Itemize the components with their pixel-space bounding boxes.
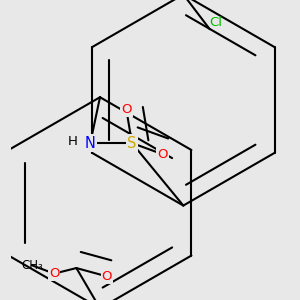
Text: O: O bbox=[121, 103, 132, 116]
Text: N: N bbox=[85, 136, 96, 151]
Text: O: O bbox=[49, 267, 59, 280]
Text: CH₃: CH₃ bbox=[21, 259, 43, 272]
Text: O: O bbox=[102, 270, 112, 283]
Text: Cl: Cl bbox=[210, 16, 223, 29]
Text: H: H bbox=[68, 135, 78, 148]
Text: S: S bbox=[127, 136, 136, 151]
Text: O: O bbox=[157, 148, 168, 161]
